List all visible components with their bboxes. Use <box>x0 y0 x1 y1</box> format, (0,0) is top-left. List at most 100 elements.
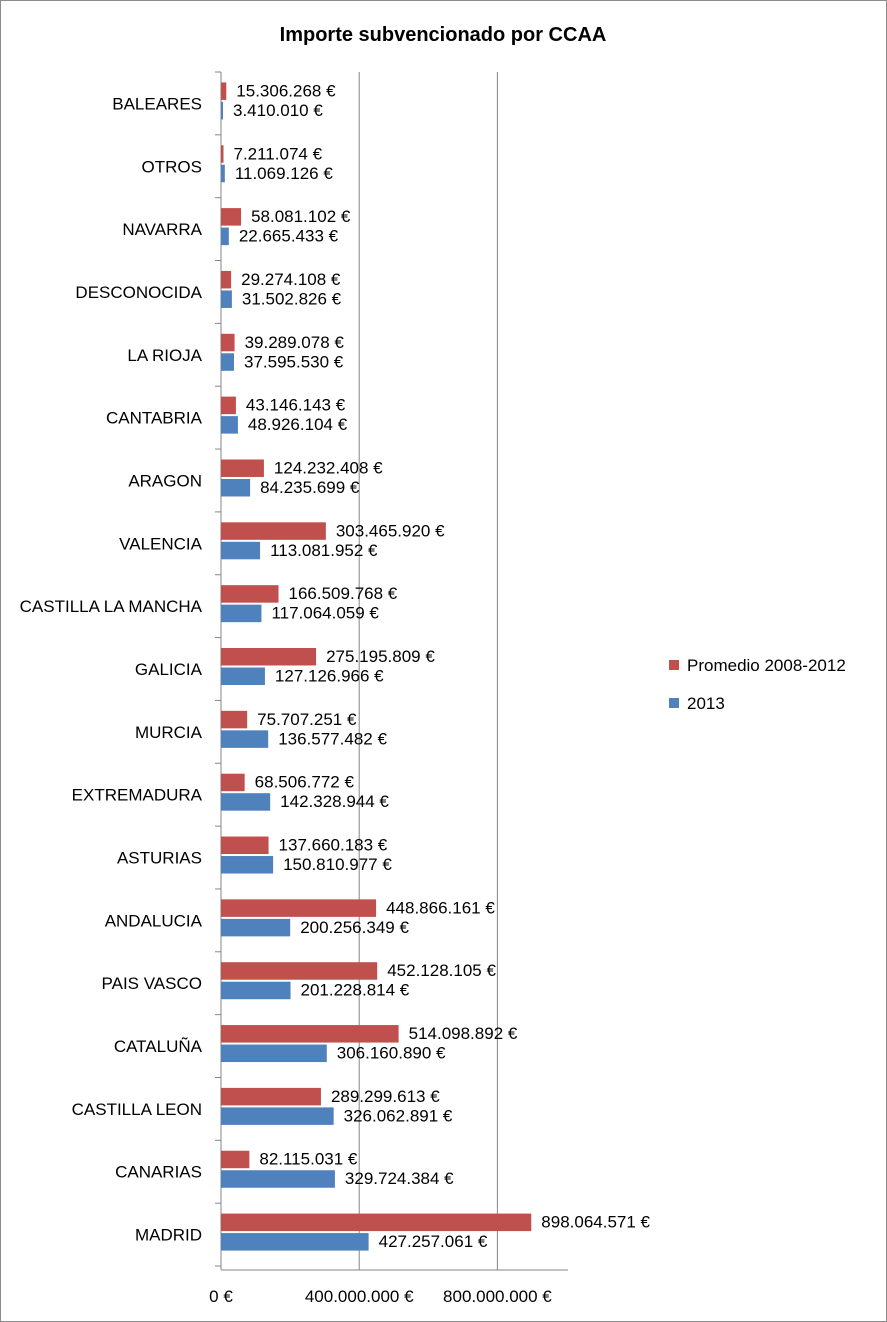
data-label-promedio: 448.866.161 € <box>386 898 495 917</box>
category-label: VALENCIA <box>119 534 202 553</box>
bar-2013 <box>221 1107 334 1125</box>
bar-2013 <box>221 1044 327 1063</box>
data-label-promedio: 898.064.571 € <box>541 1213 650 1232</box>
bar-2013 <box>221 416 238 434</box>
bar-promedio <box>221 899 377 917</box>
bar-promedio <box>221 270 232 289</box>
bar-2013 <box>221 541 261 560</box>
category-label: NAVARRA <box>122 220 202 239</box>
category-label: CANTABRIA <box>106 409 203 428</box>
data-label-2013: 427.257.061 € <box>379 1232 488 1251</box>
category-label: LA RIOJA <box>127 346 202 365</box>
data-label-2013: 3.410.010 € <box>233 101 323 120</box>
data-label-2013: 200.256.349 € <box>300 918 409 937</box>
data-label-promedio: 166.509.768 € <box>289 584 398 603</box>
data-label-promedio: 43.146.143 € <box>246 396 346 415</box>
bar-2013 <box>221 667 265 685</box>
data-label-2013: 150.810.977 € <box>283 855 392 874</box>
data-label-promedio: 289.299.613 € <box>331 1087 440 1106</box>
bars <box>221 82 532 1251</box>
data-label-2013: 136.577.482 € <box>278 729 387 748</box>
data-label-promedio: 275.195.809 € <box>326 647 435 666</box>
category-label: CANARIAS <box>115 1163 202 1182</box>
bar-2013 <box>221 730 269 748</box>
x-tick-label: 400.000.000 € <box>305 1287 414 1306</box>
bar-promedio <box>221 648 317 666</box>
bar-2013 <box>221 856 274 874</box>
data-label-2013: 201.228.814 € <box>301 981 410 1000</box>
bar-2013 <box>221 1170 335 1188</box>
category-label: CASTILLA LA MANCHA <box>20 597 203 616</box>
category-label: ANDALUCIA <box>105 911 203 930</box>
category-label: DESCONOCIDA <box>75 283 202 302</box>
bar-2013 <box>221 793 271 811</box>
data-label-2013: 127.126.966 € <box>275 667 384 686</box>
bar-promedio <box>221 836 269 855</box>
data-label-2013: 48.926.104 € <box>248 415 348 434</box>
bar-promedio <box>221 208 242 226</box>
data-label-2013: 22.665.433 € <box>239 227 339 246</box>
data-label-promedio: 7.211.074 € <box>233 144 322 163</box>
x-tick-labels: 0 € 400.000.000 € 800.000.000 € <box>209 1287 552 1306</box>
bar-2013 <box>221 101 223 120</box>
data-label-2013: 117.064.059 € <box>271 604 379 623</box>
bar-2013 <box>221 290 232 308</box>
data-label-2013: 142.328.944 € <box>280 792 389 811</box>
category-label: MADRID <box>135 1226 202 1245</box>
bar-2013 <box>221 478 251 497</box>
bar-promedio <box>221 459 264 477</box>
legend-swatch <box>669 660 679 670</box>
data-label-2013: 113.081.952 € <box>270 541 378 560</box>
data-label-promedio: 514.098.892 € <box>409 1024 518 1043</box>
category-label: CASTILLA LEON <box>72 1100 202 1119</box>
data-label-2013: 11.069.126 € <box>235 164 334 183</box>
category-label: CATALUÑA <box>114 1037 203 1056</box>
data-label-promedio: 75.707.251 € <box>257 710 357 729</box>
bar-2013 <box>221 604 262 623</box>
legend-swatch <box>669 698 679 708</box>
data-labels: 15.306.268 €3.410.010 € 7.211.074 €11.069… <box>233 81 651 1251</box>
bar-promedio <box>221 82 227 100</box>
data-label-promedio: 303.465.920 € <box>336 521 445 540</box>
legend-label: Promedio 2008-2012 <box>687 656 846 675</box>
data-label-promedio: 452.128.105 € <box>387 961 496 980</box>
data-label-2013: 31.502.826 € <box>242 289 342 308</box>
bar-2013 <box>221 918 291 937</box>
data-label-promedio: 29.274.108 € <box>241 270 341 289</box>
legend-label: 2013 <box>687 694 725 713</box>
data-label-promedio: 82.115.031 € <box>259 1150 358 1169</box>
category-label: GALICIA <box>135 660 203 679</box>
bar-promedio <box>221 710 248 729</box>
data-label-promedio: 58.081.102 € <box>251 207 351 226</box>
data-label-2013: 306.160.890 € <box>337 1044 446 1063</box>
category-label: ARAGON <box>128 471 202 490</box>
legend: Promedio 2008-2012 2013 <box>669 656 846 713</box>
data-label-promedio: 15.306.268 € <box>236 81 336 100</box>
chart-title: Importe subvencionado por CCAA <box>280 24 607 46</box>
data-label-2013: 326.062.891 € <box>344 1106 453 1125</box>
category-labels: BALEARES OTROS NAVARRA DESCONOCIDA LA RIOJA C… <box>20 94 203 1244</box>
bar-2013 <box>221 353 234 371</box>
x-tick-label: 0 € <box>209 1287 233 1306</box>
bar-2013 <box>221 1233 369 1251</box>
category-label: BALEARES <box>112 94 202 113</box>
bar-2013 <box>221 227 229 246</box>
x-tick-label: 800.000.000 € <box>443 1287 552 1306</box>
data-label-promedio: 39.289.078 € <box>245 333 345 352</box>
bar-promedio <box>221 585 279 603</box>
bar-promedio <box>221 773 245 792</box>
data-label-promedio: 137.660.183 € <box>279 836 388 855</box>
data-label-2013: 329.724.384 € <box>345 1169 454 1188</box>
category-label: MURCIA <box>135 723 203 742</box>
bar-promedio <box>221 1150 250 1169</box>
category-label: OTROS <box>142 157 202 176</box>
bar-2013 <box>221 164 225 183</box>
category-label: ASTURIAS <box>117 849 202 868</box>
bar-promedio <box>221 522 326 540</box>
bar-promedio <box>221 1213 532 1232</box>
data-label-2013: 84.235.699 € <box>260 478 360 497</box>
bar-promedio <box>221 396 236 415</box>
bar-promedio <box>221 1025 399 1043</box>
